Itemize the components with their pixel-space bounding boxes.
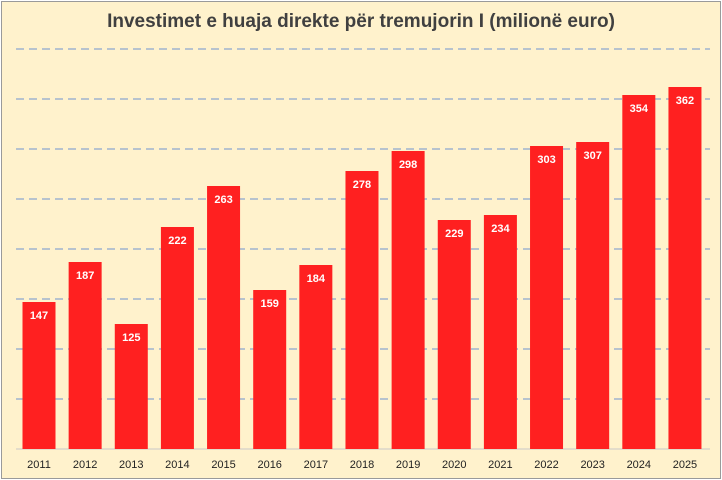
bar-2023 [576, 142, 610, 449]
bar-2024 [622, 95, 656, 449]
bar-2015 [207, 186, 241, 449]
bar-2019 [391, 151, 425, 449]
data-label-2014: 222 [168, 235, 186, 247]
data-label-2023: 307 [584, 150, 602, 162]
bar-2017 [299, 265, 333, 449]
data-label-2013: 125 [122, 332, 140, 344]
data-label-2022: 303 [537, 154, 555, 166]
x-tick-label-2023: 2023 [580, 459, 604, 471]
bar-2016 [253, 290, 287, 449]
chart-title: Investimet e huaja direkte për tremujori… [107, 11, 615, 32]
x-tick-label-2019: 2019 [396, 459, 420, 471]
x-tick-label-2014: 2014 [165, 459, 189, 471]
bar-2018 [345, 171, 379, 449]
data-label-2018: 278 [353, 179, 371, 191]
bar-2014 [160, 227, 194, 449]
x-tick-label-2011: 2011 [27, 459, 51, 471]
x-tick-label-2013: 2013 [119, 459, 143, 471]
x-tick-label-2022: 2022 [534, 459, 558, 471]
bar-2013 [114, 324, 148, 449]
x-tick-label-2015: 2015 [211, 459, 235, 471]
x-tick-label-2020: 2020 [442, 459, 466, 471]
data-label-2025: 362 [676, 95, 694, 107]
data-label-2020: 229 [445, 228, 463, 240]
x-tick-label-2024: 2024 [627, 459, 651, 471]
bar-2012 [68, 262, 102, 449]
bar-2025 [668, 87, 702, 449]
x-tick-label-2012: 2012 [73, 459, 97, 471]
data-label-2021: 234 [491, 223, 510, 235]
bar-2020 [437, 220, 471, 449]
bar-2022 [530, 146, 564, 449]
data-label-2019: 298 [399, 159, 417, 171]
x-tick-label-2018: 2018 [350, 459, 374, 471]
data-label-2016: 159 [261, 298, 279, 310]
x-tick-label-2021: 2021 [488, 459, 512, 471]
data-label-2011: 147 [30, 310, 48, 322]
x-tick-label-2016: 2016 [257, 459, 281, 471]
data-label-2017: 184 [307, 273, 326, 285]
data-label-2024: 354 [630, 103, 649, 115]
bar-2021 [483, 215, 517, 449]
data-label-2012: 187 [76, 270, 94, 282]
bar-2011 [22, 302, 56, 449]
data-label-2015: 263 [214, 194, 232, 206]
x-tick-label-2017: 2017 [304, 459, 328, 471]
x-tick-label-2025: 2025 [673, 459, 697, 471]
